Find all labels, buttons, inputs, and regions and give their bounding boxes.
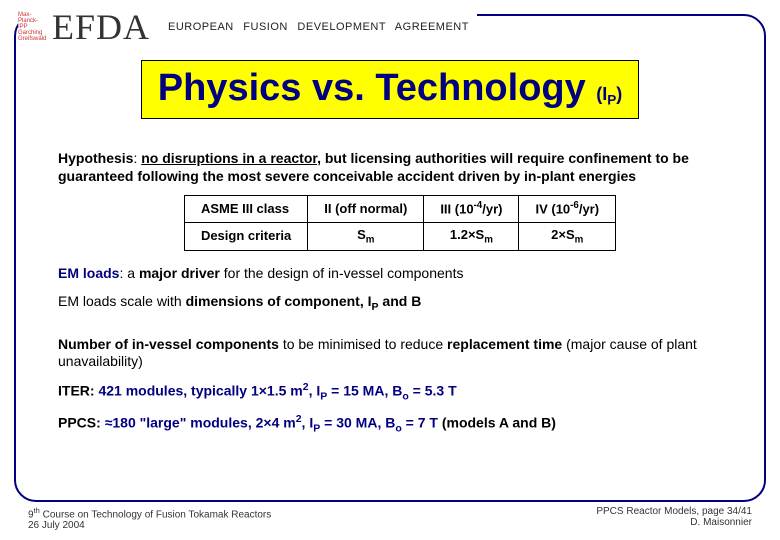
em2-lead: EM loads scale with	[58, 293, 186, 309]
hypothesis-no-disruptions: no disruptions in a reactor	[141, 150, 317, 166]
header-logo-block: Max-Planck-IPP Garching Greifswald EFDA …	[18, 2, 477, 52]
num-lead: Number of in-vessel components	[58, 336, 279, 352]
title-container: Physics vs. Technology (IP)	[0, 60, 780, 119]
iter-bo-b: = 5.3 T	[409, 382, 457, 398]
em-loads-2: EM loads scale with dimensions of compon…	[58, 293, 742, 314]
num-mid: to be minimised to reduce	[279, 336, 447, 352]
em-loads-mid: : a	[119, 265, 138, 281]
institute-mini-logo: Max-Planck-IPP Garching Greifswald	[18, 12, 46, 42]
ppcs-bo-b: = 7 T	[402, 415, 438, 431]
cell-text: S	[357, 227, 366, 242]
cell-asme-class: ASME III class	[184, 196, 307, 223]
ppcs-tail: (models A and B)	[438, 415, 556, 431]
ppcs-bo-a: , B	[377, 415, 395, 431]
cell-text: 2×S	[551, 227, 575, 242]
cell-class-iii: III (10-4/yr)	[424, 196, 519, 223]
title-paren-sub: P	[607, 93, 616, 108]
title-paren-close: )	[616, 84, 622, 104]
ppcs-ip-b: = 30 MA	[320, 415, 377, 431]
em2-sub: P	[372, 301, 379, 313]
slide-body: Hypothesis: no disruptions in a reactor,…	[58, 150, 742, 446]
footer-left-date: 26 July 2004	[28, 520, 85, 531]
efda-subtitle: EUROPEAN FUSION DEVELOPMENT AGREEMENT	[168, 21, 469, 33]
em-loads-tail: for the design of in-vessel components	[220, 265, 464, 281]
cell-sup: -6	[570, 200, 579, 211]
num-rep: replacement time	[447, 336, 562, 352]
title-paren: (IP)	[596, 84, 622, 104]
em2-tail: and B	[379, 293, 422, 309]
em-loads-driver: major driver	[139, 265, 220, 281]
footer-right-2: D. Maisonnier	[690, 517, 752, 528]
cell-2sm: 2×Sm	[519, 222, 616, 251]
em-loads-1: EM loads: a major driver for the design …	[58, 265, 742, 283]
cell-sub: m	[366, 234, 375, 245]
footer-right-1: PPCS Reactor Models, page 34/41	[596, 506, 752, 517]
iter-bo-a: , B	[384, 382, 402, 398]
slide-title: Physics vs. Technology (IP)	[141, 60, 639, 119]
ppcs-lead: PPCS:	[58, 415, 105, 431]
hypothesis-label: Hypothesis	[58, 150, 133, 166]
cell-class-ii: II (off normal)	[308, 196, 424, 223]
cell-sup: -4	[474, 200, 483, 211]
hypothesis-paragraph: Hypothesis: no disruptions in a reactor,…	[58, 150, 742, 185]
slide-footer: 9th Course on Technology of Fusion Tokam…	[28, 506, 752, 531]
iter-line: ITER: 421 modules, typically 1×1.5 m2, I…	[58, 381, 742, 404]
cell-sub: m	[484, 234, 493, 245]
hypothesis-tail-2: driven by in-plant energies	[454, 168, 636, 184]
title-main-text: Physics vs. Technology	[158, 67, 586, 109]
em2-dim: dimensions of component, I	[186, 293, 372, 309]
footer-left-2: Course on Technology of Fusion Tokamak R…	[40, 509, 271, 520]
footer-right: PPCS Reactor Models, page 34/41 D. Maiso…	[596, 506, 752, 528]
ppcs-ip-a: , I	[302, 415, 314, 431]
em-loads-label: EM loads	[58, 265, 119, 281]
cell-sm: Sm	[308, 222, 424, 251]
ppcs-size: 2×4 m	[256, 415, 296, 431]
cell-text: 1.2×S	[450, 227, 484, 242]
iter-mods: 421 modules, typically	[98, 382, 251, 398]
cell-sub: m	[575, 234, 584, 245]
cell-text: /yr)	[579, 201, 599, 216]
iter-size: 1×1.5 m	[251, 382, 303, 398]
title-paren-open: (I	[596, 84, 607, 104]
cell-text: /yr)	[482, 201, 502, 216]
hypothesis-tail-1: , but licensing authorities will require	[317, 150, 568, 166]
iter-ip-a: , I	[309, 382, 321, 398]
ppcs-line: PPCS: ≈180 "large" modules, 2×4 m2, IP =…	[58, 413, 742, 436]
ppcs-mods: 180 "large" modules,	[112, 415, 255, 431]
footer-left: 9th Course on Technology of Fusion Tokam…	[28, 506, 271, 531]
invessel-components: Number of in-vessel components to be min…	[58, 336, 742, 371]
cell-class-iv: IV (10-6/yr)	[519, 196, 616, 223]
cell-design-criteria: Design criteria	[184, 222, 307, 251]
design-criteria-table: ASME III class II (off normal) III (10-4…	[184, 195, 616, 251]
cell-text: IV (10	[535, 201, 570, 216]
cell-text: III (10	[440, 201, 473, 216]
iter-ip-b: = 15 MA	[327, 382, 384, 398]
iter-lead: ITER:	[58, 382, 98, 398]
table-row: Design criteria Sm 1.2×Sm 2×Sm	[184, 222, 615, 251]
table-row: ASME III class II (off normal) III (10-4…	[184, 196, 615, 223]
efda-wordmark: EFDA	[52, 6, 150, 48]
cell-12sm: 1.2×Sm	[424, 222, 519, 251]
